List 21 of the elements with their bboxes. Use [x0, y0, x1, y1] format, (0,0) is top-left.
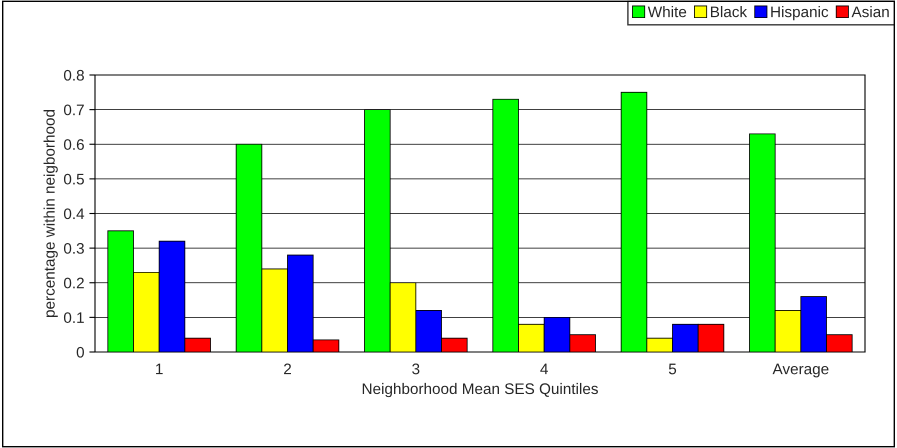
x-axis-title: Neighborhood Mean SES Quintiles	[362, 382, 598, 398]
x-tick-label: 1	[156, 364, 163, 374]
y-tick-label: 0.7	[64, 104, 84, 116]
y-tick-label: 0.3	[64, 242, 84, 254]
y-tick-label: 0.1	[64, 312, 84, 324]
x-tick-label: 5	[668, 364, 676, 374]
legend-label: Asian	[852, 6, 889, 18]
x-tick-label: 2	[284, 364, 291, 374]
x-tick-label: 4	[540, 364, 548, 374]
legend-label: Hispanic	[771, 6, 828, 20]
y-axis-title: percentage within neigborhood	[44, 110, 58, 317]
legend-label: Black	[710, 6, 748, 18]
y-tick-label: 0.8	[64, 70, 84, 81]
y-tick-label: 0.5	[64, 174, 84, 185]
y-tick-label: 0.6	[64, 139, 84, 150]
y-tick-label: 0.4	[64, 208, 84, 220]
legend-label: White	[648, 6, 686, 18]
x-tick-label: 3	[412, 364, 420, 374]
x-tick-label: Average	[772, 364, 828, 378]
y-tick-label: 0.2	[64, 278, 84, 288]
y-tick-label: 0	[76, 346, 84, 358]
